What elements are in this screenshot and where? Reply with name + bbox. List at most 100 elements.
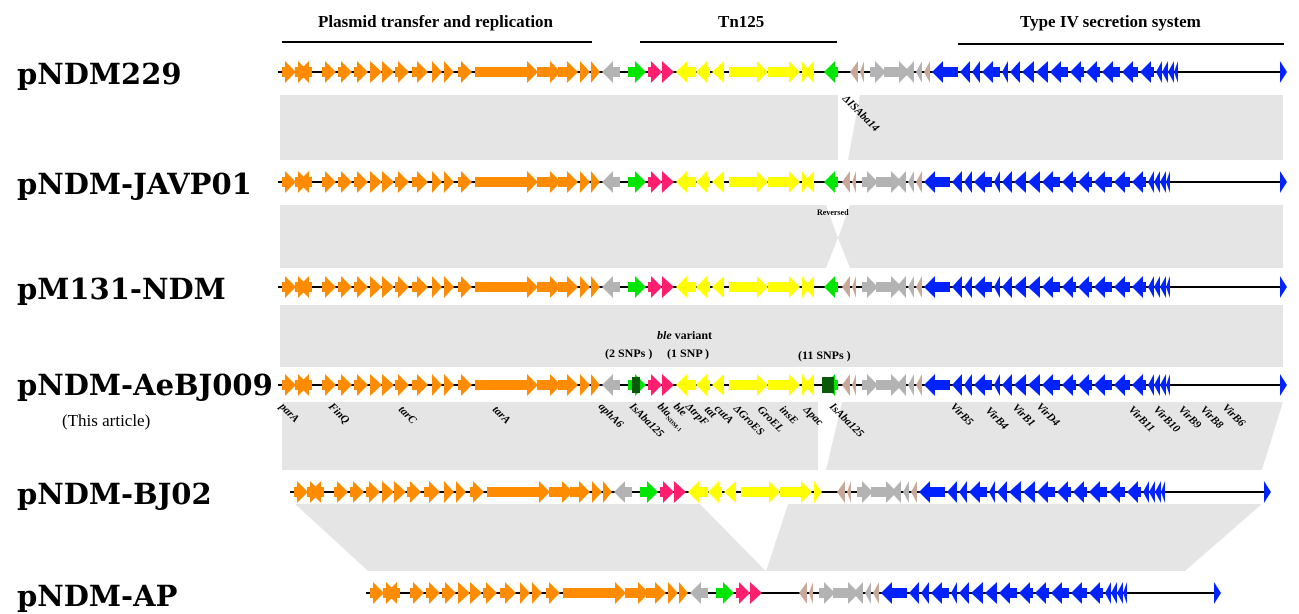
- gene-t4ss: [852, 374, 856, 396]
- section-label-tn125: Tn125: [718, 12, 765, 31]
- gene-groes: [729, 61, 768, 83]
- gene-transfer: [432, 171, 442, 193]
- gene-t4ss: [959, 582, 969, 604]
- gene-transfer: [456, 481, 466, 503]
- gene-transfer: [350, 481, 364, 503]
- gene-groel: [768, 276, 800, 298]
- ble-variant-label: ble variant: [657, 328, 712, 342]
- gene-transfer: [458, 61, 472, 83]
- gene-t4ss: [1002, 61, 1008, 83]
- gene-t4ss: [1132, 276, 1146, 298]
- gene-t4ss: [1166, 374, 1170, 396]
- gene-t4ss: [1050, 61, 1068, 83]
- gene-bla-ndm: [648, 171, 662, 193]
- gene-t4ss: [919, 481, 945, 503]
- gene-t4ss: [865, 582, 871, 604]
- gene-bla-ndm: [648, 61, 662, 83]
- gene-t4ss: [1042, 276, 1060, 298]
- gene-transfer: [580, 171, 590, 193]
- gene-transfer: [475, 374, 538, 396]
- gene-t4ss: [916, 276, 922, 298]
- plasmid-label-pndm-bj02: pNDM-BJ02: [17, 477, 212, 511]
- gene-t4ss: [1028, 276, 1040, 298]
- gene-groes: [729, 374, 768, 396]
- gene-cuta: [712, 171, 724, 193]
- gene-t4ss: [932, 61, 958, 83]
- gene-t4ss: [971, 582, 983, 604]
- gene-t4ss: [870, 61, 886, 83]
- gene-transfer: [282, 171, 296, 193]
- gene-transfer: [570, 481, 590, 503]
- gene-transfer: [558, 276, 578, 298]
- gene-t4ss: [857, 481, 873, 503]
- gene-t4ss: [1089, 481, 1107, 503]
- gene-transfer: [366, 481, 380, 503]
- gene-t4ss: [994, 374, 1000, 396]
- gene-t4ss: [876, 171, 902, 193]
- gene-t4ss: [1122, 61, 1138, 83]
- gene-transfer: [395, 276, 409, 298]
- gene-transfer: [442, 582, 456, 604]
- gene-transfer: [294, 481, 308, 503]
- plasmid-label-pndm-aebj009: pNDM-AeBJ009: [17, 368, 273, 402]
- gene-isaba125: [716, 582, 734, 604]
- gene-t4ss: [921, 582, 929, 604]
- gene-transfer: [580, 276, 590, 298]
- gene-cuta: [712, 61, 724, 83]
- gene-transfer: [382, 171, 394, 193]
- gene-transfer: [338, 276, 352, 298]
- gene-t4ss: [1023, 481, 1035, 503]
- gene-transfer: [395, 374, 409, 396]
- gene-transfer: [382, 276, 394, 298]
- gene-t4ss: [896, 171, 906, 193]
- gene-tat: [708, 481, 722, 503]
- gene-t4ss: [1155, 481, 1161, 503]
- gene-t4ss: [989, 481, 995, 503]
- gene-t4ss: [799, 582, 807, 604]
- gene-isaba125-right: [824, 276, 838, 298]
- gene-cuta: [724, 481, 736, 503]
- gene-transfer: [298, 171, 312, 193]
- gene-hypothetical: [602, 276, 620, 298]
- ble-variant-rest: variant: [672, 328, 712, 342]
- gene-groel: [768, 374, 800, 396]
- gene-t4ss: [842, 374, 850, 396]
- gene-transfer: [370, 61, 382, 83]
- gene-bla-ndm: [736, 582, 750, 604]
- gene-isaba125-right: [824, 61, 838, 83]
- gene-transfer: [470, 481, 484, 503]
- gene-transfer: [591, 276, 600, 298]
- gene-transfer: [426, 582, 440, 604]
- gene-tat: [696, 374, 710, 396]
- gene-transfer: [432, 61, 442, 83]
- gene-groes: [729, 171, 768, 193]
- gene-transfer: [334, 481, 348, 503]
- gene-transfer: [500, 582, 516, 604]
- gene-ble: [674, 481, 686, 503]
- gene-transfer: [591, 61, 600, 83]
- gene-isaba125: [628, 276, 646, 298]
- gene-t4ss: [837, 481, 845, 503]
- gene-t4ss: [999, 582, 1017, 604]
- gene-t4ss: [924, 61, 930, 83]
- gene-t4ss: [1014, 276, 1026, 298]
- gene-transfer: [282, 276, 296, 298]
- gene-t4ss: [1094, 374, 1112, 396]
- gene-t4ss: [896, 374, 906, 396]
- gene-transfer: [537, 276, 561, 298]
- gene-transfer: [537, 61, 561, 83]
- gene-bla-ndm: [648, 276, 662, 298]
- gene-transfer: [558, 61, 578, 83]
- gene-t4ss: [852, 276, 856, 298]
- gene-t4ss: [972, 61, 980, 83]
- gene-transfer: [591, 171, 600, 193]
- gene-t4ss: [876, 374, 902, 396]
- section-label-transfer: Plasmid transfer and replication: [318, 12, 554, 31]
- gene-groel: [768, 171, 800, 193]
- gene-t4ss-end: [1264, 481, 1271, 503]
- gene-transfer: [354, 276, 368, 298]
- gene-t4ss-end: [1280, 171, 1287, 193]
- gene-transfer: [563, 582, 626, 604]
- gene-bla-ndm: [660, 481, 674, 503]
